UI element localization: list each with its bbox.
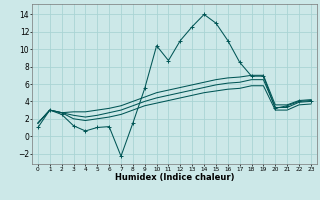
X-axis label: Humidex (Indice chaleur): Humidex (Indice chaleur) (115, 173, 234, 182)
